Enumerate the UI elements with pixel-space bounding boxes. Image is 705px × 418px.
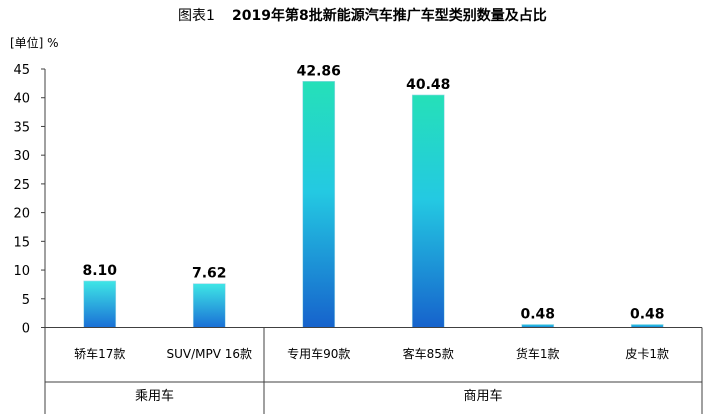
y-tick-label: 35 [13, 120, 30, 135]
chart-title-prefix: 图表1 [178, 8, 215, 24]
data-label: 8.10 [82, 263, 117, 279]
category-label: 货车1款 [516, 346, 560, 361]
y-tick-label: 0 [22, 322, 30, 337]
y-tick-label: 15 [13, 235, 30, 250]
bars [83, 80, 664, 328]
group-label: 乘用车 [135, 388, 174, 404]
y-tick-label: 45 [13, 63, 30, 78]
data-label: 0.48 [630, 307, 665, 323]
category-label: 皮卡1款 [625, 347, 669, 361]
group-label: 商用车 [463, 388, 502, 404]
unit-label: [单位] % [10, 35, 59, 50]
y-axis-ticks: 0 5 10 15 20 25 30 35 40 45 [13, 63, 45, 337]
category-label: SUV/MPV 16款 [166, 347, 252, 361]
data-label: 40.48 [406, 77, 450, 93]
y-tick-label: 10 [13, 264, 30, 279]
bar [192, 283, 226, 328]
group-labels: 乘用车 商用车 [135, 388, 503, 404]
category-label: 专用车90款 [287, 346, 350, 361]
data-label: 7.62 [192, 266, 227, 282]
y-tick-label: 20 [13, 207, 30, 222]
data-labels: 8.10 7.62 42.86 40.48 0.48 0.48 [82, 63, 664, 322]
axis-separators [44, 327, 703, 414]
chart-title: 2019年第8批新能源汽车推广车型类别数量及占比 [232, 7, 547, 24]
y-tick-label: 40 [13, 92, 30, 107]
y-tick-label: 5 [22, 293, 30, 308]
bar [302, 80, 336, 328]
y-tick-label: 25 [13, 178, 30, 193]
category-labels: 轿车17款 SUV/MPV 16款 专用车90款 客车85款 货车1款 皮卡1款 [74, 346, 669, 361]
category-label: 客车85款 [403, 346, 454, 361]
bar [411, 94, 445, 328]
data-label: 42.86 [297, 63, 341, 79]
data-label: 0.48 [520, 307, 555, 323]
bar [83, 280, 117, 328]
category-label: 轿车17款 [74, 346, 125, 361]
y-tick-label: 30 [13, 149, 30, 164]
